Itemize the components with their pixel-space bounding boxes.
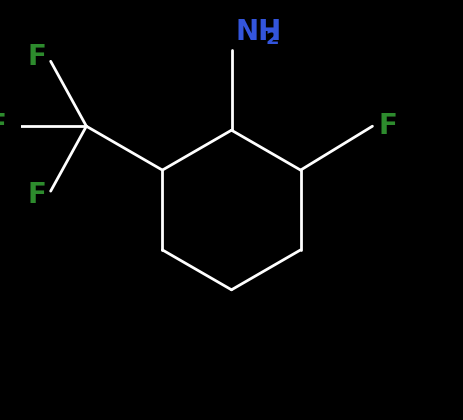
Text: F: F xyxy=(28,43,46,71)
Text: F: F xyxy=(379,112,398,140)
Text: F: F xyxy=(28,181,46,209)
Text: 2: 2 xyxy=(266,29,280,48)
Text: F: F xyxy=(0,112,6,140)
Text: NH: NH xyxy=(236,18,282,46)
